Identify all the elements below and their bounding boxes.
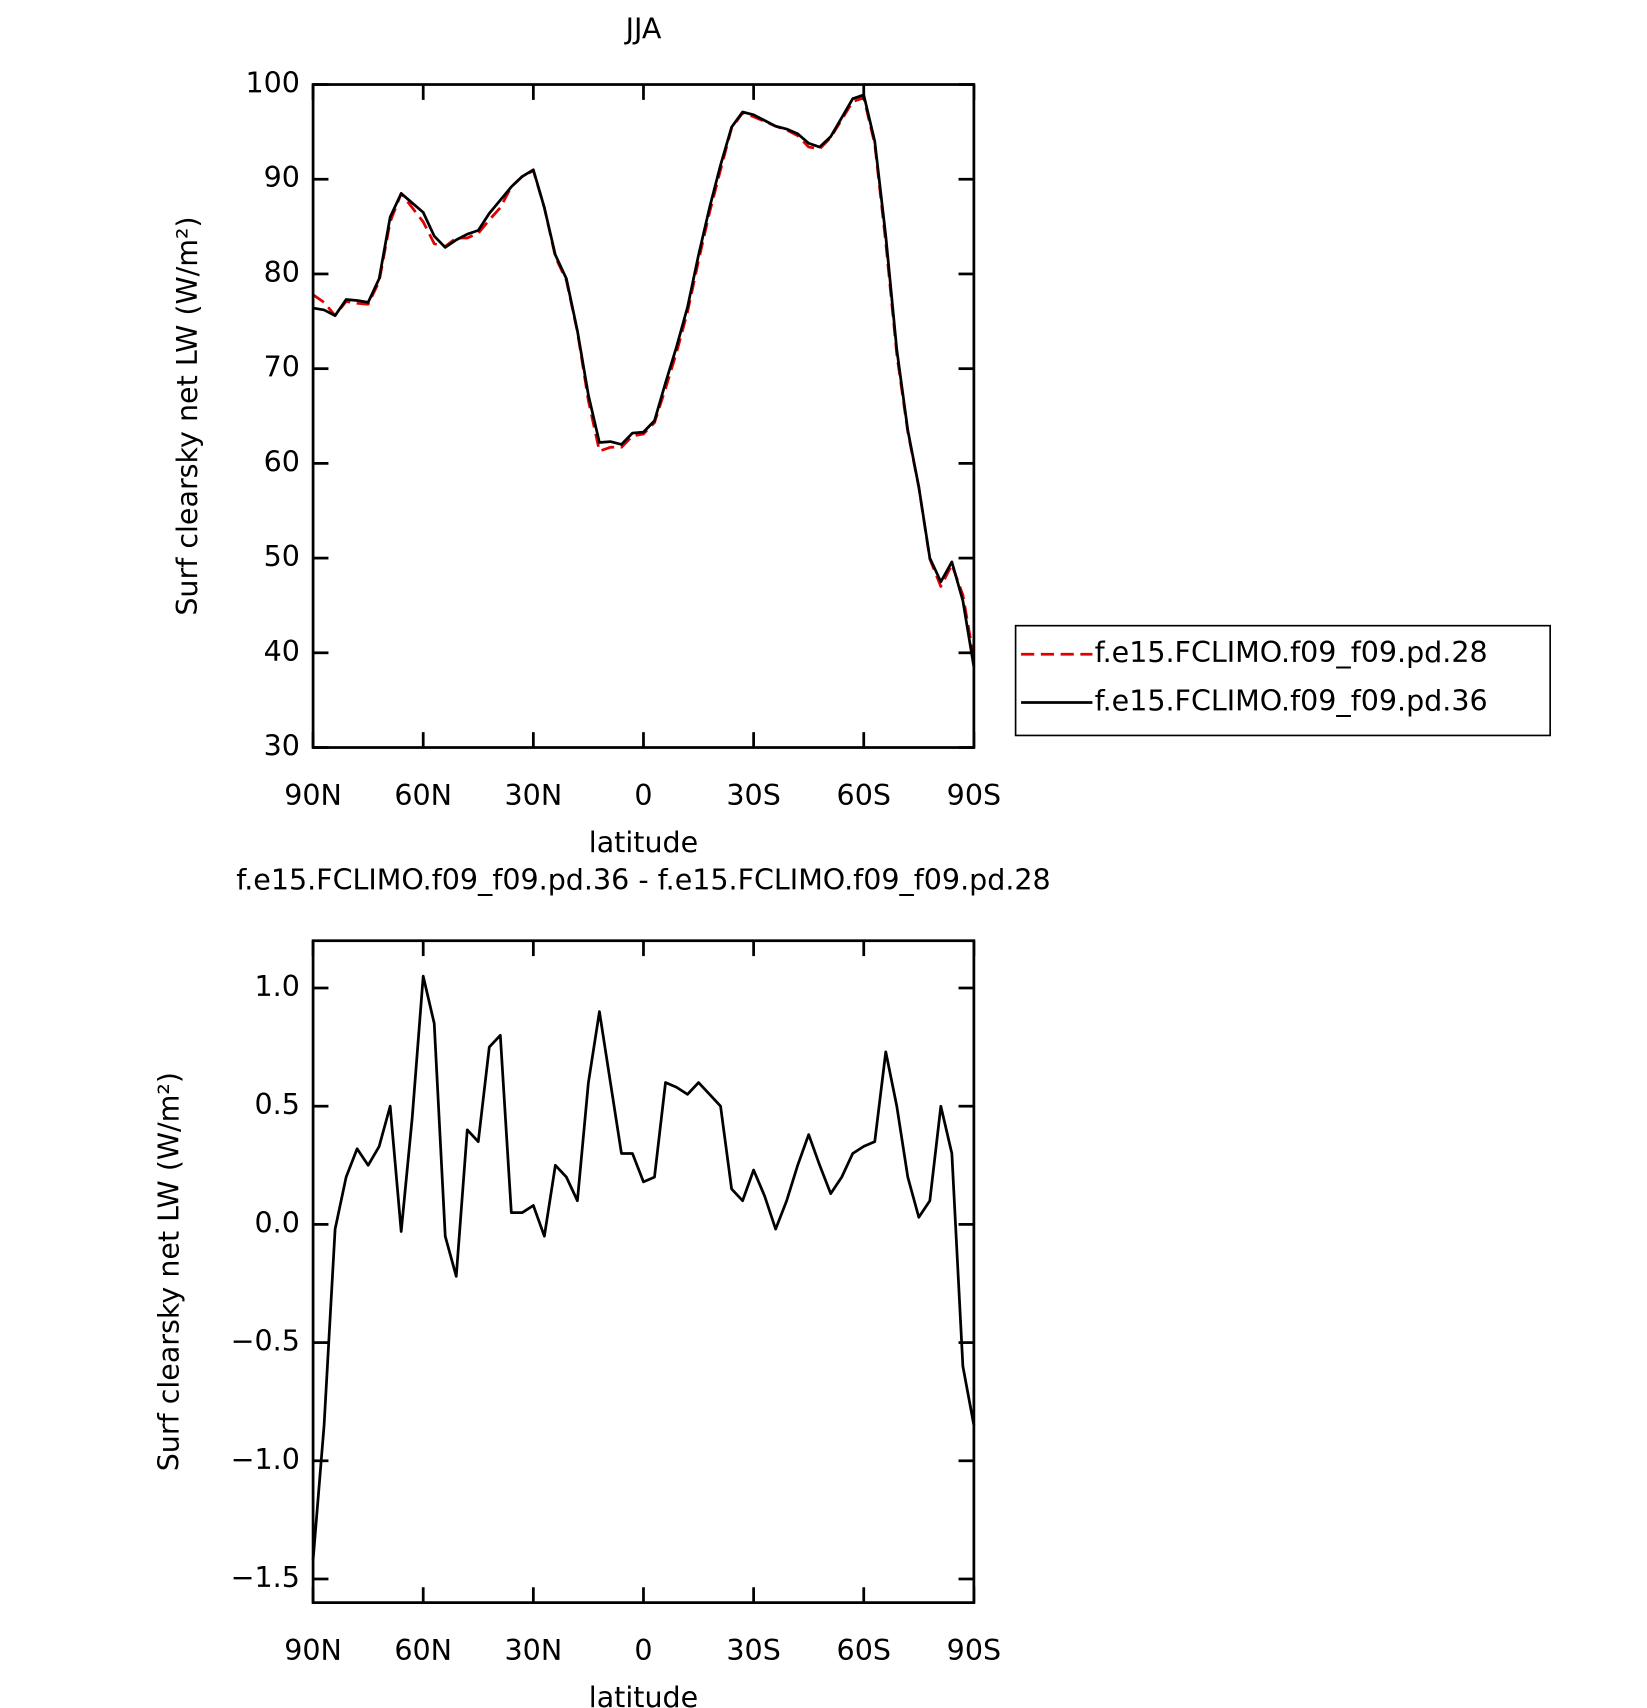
y-tick-label: 60 <box>264 445 300 478</box>
y-tick-label: 90 <box>264 161 300 194</box>
legend-label: f.e15.FCLIMO.f09_f09.pd.28 <box>1095 636 1488 669</box>
x-tick-label: 30S <box>726 1634 780 1667</box>
x-axis-label: latitude <box>589 826 698 859</box>
x-tick-label: 90N <box>284 1634 342 1667</box>
data-line <box>311 974 976 1561</box>
y-tick-label: 50 <box>264 540 300 573</box>
x-tick-label: 60N <box>394 1634 452 1667</box>
x-axis-label: latitude <box>589 1681 698 1708</box>
y-tick-label: −1.5 <box>231 1561 300 1594</box>
y-tick-label: 100 <box>245 67 299 100</box>
y-tick-label: 80 <box>264 256 300 289</box>
y-tick-label: 1.0 <box>255 970 300 1003</box>
x-tick-label: 90S <box>947 779 1001 812</box>
plot-frame <box>311 939 976 1604</box>
y-tick-label: 40 <box>264 635 300 668</box>
y-tick-label: −0.5 <box>231 1325 300 1358</box>
x-tick-label: 0 <box>634 1634 652 1667</box>
y-tick-label: 70 <box>264 351 300 384</box>
y-tick-label: 30 <box>264 730 300 763</box>
legend-label: f.e15.FCLIMO.f09_f09.pd.36 <box>1095 685 1488 718</box>
y-tick-label: 0.5 <box>255 1088 300 1121</box>
plot-frame <box>311 83 976 749</box>
legend-box <box>1014 624 1551 737</box>
y-axis-label: Surf clearsky net LW (W/m²) <box>171 216 204 615</box>
y-axis-label: Surf clearsky net LW (W/m²) <box>152 1072 185 1471</box>
chart-title: JJA <box>624 13 662 46</box>
x-tick-label: 60S <box>837 779 891 812</box>
x-tick-label: 90S <box>947 1634 1001 1667</box>
data-line <box>312 96 976 659</box>
x-tick-label: 30S <box>726 779 780 812</box>
x-tick-label: 30N <box>505 779 563 812</box>
data-line <box>312 93 976 668</box>
x-tick-label: 60S <box>837 1634 891 1667</box>
x-tick-label: 90N <box>284 779 342 812</box>
x-tick-label: 0 <box>634 779 652 812</box>
x-tick-label: 30N <box>505 1634 563 1667</box>
x-tick-label: 60N <box>394 779 452 812</box>
chart-title: f.e15.FCLIMO.f09_f09.pd.36 - f.e15.FCLIM… <box>236 863 1050 896</box>
y-tick-label: 0.0 <box>255 1206 300 1239</box>
y-tick-label: −1.0 <box>231 1443 300 1476</box>
